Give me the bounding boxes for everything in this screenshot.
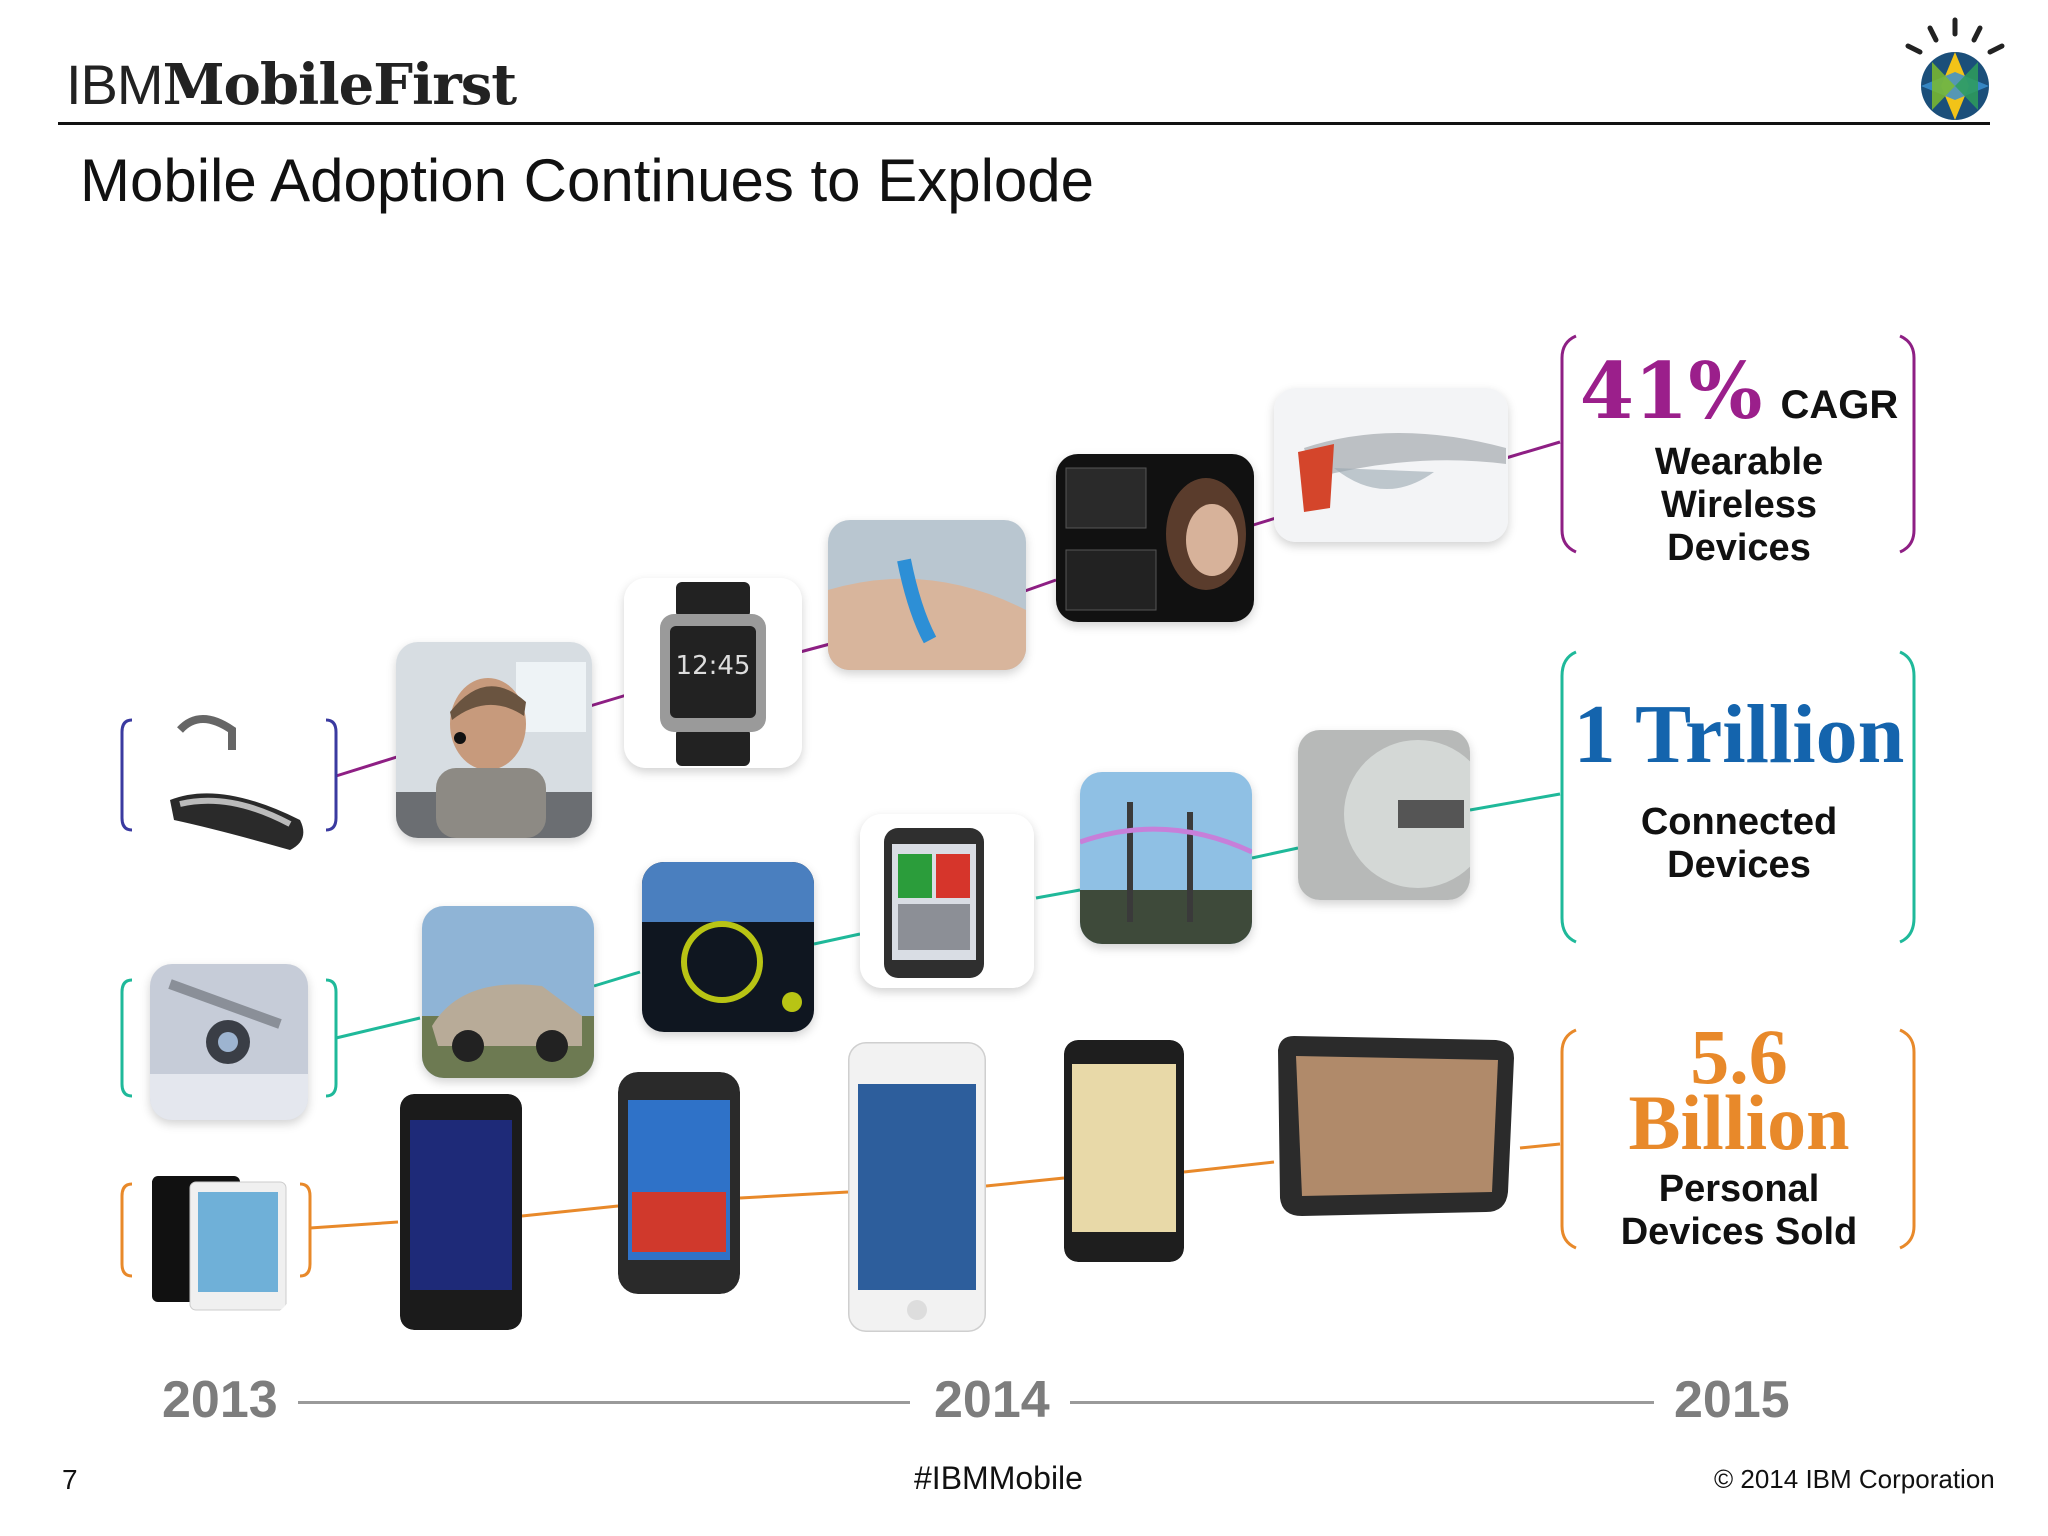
- stat-connected-line2: Devices: [1667, 844, 1811, 886]
- galaxy-note-phone-icon: [1064, 1040, 1184, 1262]
- timeline-year-2013: 2013: [162, 1371, 278, 1429]
- security-camera-icon: [150, 964, 308, 1120]
- fitness-band-icon: [828, 520, 1026, 670]
- smart-glasses-icon: [1274, 388, 1508, 542]
- smartwatch-icon: 12:45: [624, 578, 802, 768]
- timeline-line-2: [1070, 1401, 1654, 1404]
- footer-hashtag: #IBMMobile: [914, 1460, 1083, 1496]
- timeline-year-2014: 2014: [934, 1371, 1050, 1429]
- stat-wearables-line1: Wearable: [1654, 441, 1824, 483]
- stat-personal-line1: Personal: [1658, 1168, 1820, 1210]
- smart-meter-icon: [1298, 730, 1470, 900]
- stat-personal-value-line1: 5.6: [1690, 1013, 1788, 1100]
- connected-car-icon: [422, 906, 594, 1078]
- health-monitor-phone-icon: [860, 814, 1034, 988]
- brand-product: MobileFirst: [162, 52, 518, 118]
- ipad-tablets-icon: [150, 1168, 290, 1314]
- header-rule: [58, 122, 1990, 125]
- stat-personal: 5.6 Billion Personal Devices Sold: [1566, 1013, 1912, 1254]
- driver-with-headset-icon: [396, 642, 592, 838]
- brand-ibm: IBM: [66, 53, 164, 116]
- stat-connected: 1 Trillion Connected Devices: [1566, 686, 1912, 887]
- page-number: 7: [62, 1464, 78, 1495]
- samsung-phone-icon: [618, 1072, 740, 1294]
- bluetooth-headset-icon: [140, 700, 316, 860]
- android-tablet-icon: [1272, 1030, 1520, 1220]
- smart-glasses-user-icon: [1056, 454, 1254, 622]
- ibm-smarter-planet-icon: [1890, 14, 2020, 124]
- iphone-icon: [848, 1042, 986, 1332]
- stat-wearables-value: 41%: [1579, 346, 1763, 437]
- power-lines-icon: [1080, 772, 1252, 944]
- stat-wearables-line3: Devices: [1667, 527, 1811, 569]
- stat-wearables: 41% CAGR Wearable Wireless Devices: [1566, 346, 1912, 570]
- timeline-line-1: [298, 1401, 910, 1404]
- footer-copyright: © 2014 IBM Corporation: [1714, 1464, 1995, 1494]
- car-dashboard-icon: [642, 862, 814, 1032]
- stat-connected-value: 1 Trillion: [1573, 688, 1905, 781]
- stat-personal-value-line2: Billion: [1628, 1079, 1850, 1166]
- svg-text:12:45: 12:45: [676, 651, 751, 681]
- stat-wearables-line2: Wireless: [1661, 484, 1817, 526]
- stat-connected-line1: Connected: [1640, 801, 1838, 843]
- stat-personal-line2: Devices Sold: [1620, 1211, 1858, 1253]
- stat-wearables-suffix: CAGR: [1780, 383, 1899, 427]
- timeline-year-2015: 2015: [1674, 1371, 1790, 1429]
- page-title: Mobile Adoption Continues to Explode: [80, 147, 1095, 214]
- blackberry-phone-icon: [400, 1094, 522, 1330]
- brand-logo: IBMMobileFirst: [66, 52, 518, 118]
